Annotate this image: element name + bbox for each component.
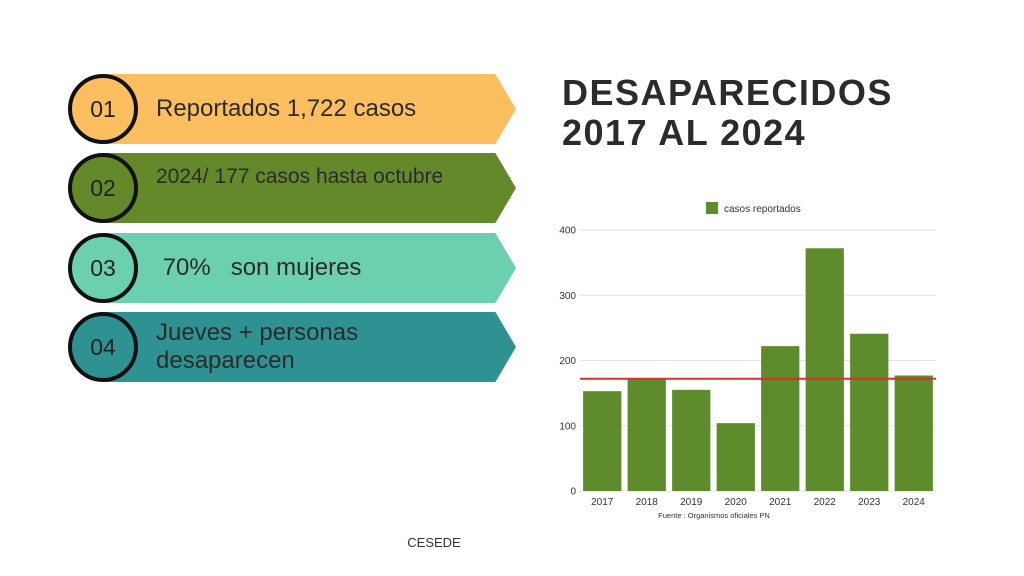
item-label: 2024/ 177 casos hasta octubre (156, 165, 444, 188)
item-04: 04 Jueves + personas desaparecen (68, 312, 516, 382)
legend-label: casos reportados (724, 204, 801, 215)
bar (761, 346, 800, 491)
item-03: 03 70% son mujeres (68, 233, 516, 303)
footer-credit: CESEDE (407, 535, 461, 550)
number-badge: 04 (68, 312, 138, 382)
number-badge: 03 (68, 233, 138, 303)
bar (850, 333, 889, 491)
bar (583, 391, 622, 491)
bar (716, 423, 755, 491)
x-tick-label: 2018 (636, 497, 659, 508)
arrow-banner (104, 74, 516, 144)
x-tick-label: 2019 (680, 497, 703, 508)
item-label: Reportados 1,722 casos (156, 95, 417, 122)
y-tick-label: 300 (559, 291, 576, 302)
x-tick-label: 2023 (858, 497, 881, 508)
bar (627, 378, 666, 491)
bar (894, 375, 933, 491)
item-02: 02 2024/ 177 casos hasta octubre (68, 153, 516, 223)
x-tick-label: 2017 (591, 497, 614, 508)
number-badge: 02 (68, 153, 138, 223)
x-tick-label: 2021 (769, 497, 792, 508)
y-tick-label: 200 (559, 356, 576, 367)
y-tick-label: 0 (570, 487, 576, 498)
x-tick-label: 2020 (725, 497, 748, 508)
arrow-banner (104, 233, 516, 303)
bar-chart: 0 100 200 300 400 2017 2018 2019 2020 2021 2022 202… (559, 202, 936, 520)
item-label: 70% son mujeres (156, 254, 362, 281)
arrow-banner (104, 153, 516, 223)
item-label: Jueves + personas desaparecen (156, 319, 359, 374)
page-title: DESAPARECIDOS 2017 AL 2024 (562, 72, 893, 153)
source-note: Fuente : Organismos oficiales PN (658, 511, 770, 520)
x-tick-label: 2024 (903, 497, 926, 508)
y-tick-label: 100 (559, 421, 576, 432)
item-01: 01 Reportados 1,722 casos (68, 74, 516, 144)
x-tick-label: 2022 (814, 497, 837, 508)
y-tick-label: 400 (559, 226, 576, 237)
number-badge: 01 (68, 74, 138, 144)
arrow-banner (104, 312, 516, 382)
bar (672, 389, 711, 491)
legend-swatch (706, 202, 718, 214)
bar (805, 248, 844, 491)
